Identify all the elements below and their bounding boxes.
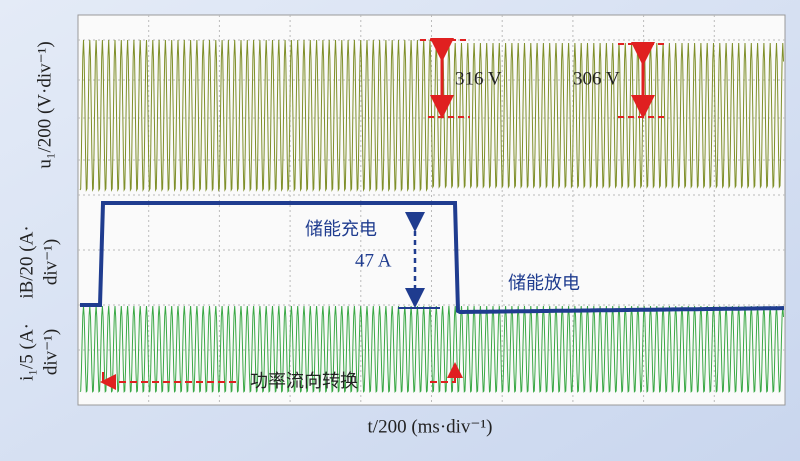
y-axis-label: iB/20 (A· [16,225,37,298]
annotation: 306 V [573,68,620,89]
annotations [100,38,668,390]
line-current-wave [79,305,784,393]
arrow [430,362,463,383]
annotation: 47 A [355,250,392,271]
voltage-wave [79,39,784,192]
annotation: 316 V [455,68,502,89]
x-axis-label: t/200 (ms·div⁻¹) [368,416,493,437]
y-axis-label: div⁻¹) [40,329,61,375]
y-labels: u₁/200 (V·div⁻¹)iB/20 (A· div⁻¹)i₁/5 (A· d… [16,41,61,381]
annotation: 储能放电 [508,273,580,294]
battery-current-wave [80,201,784,314]
y-axis-label: div⁻¹) [40,239,61,285]
annotation: 功率流向转换 [250,371,358,392]
y-axis-label: i₁/5 (A· [16,323,37,381]
waveforms [79,39,784,393]
y-axis-label: u₁/200 (V·div⁻¹) [34,41,55,168]
annotation: 储能充电 [305,219,377,240]
